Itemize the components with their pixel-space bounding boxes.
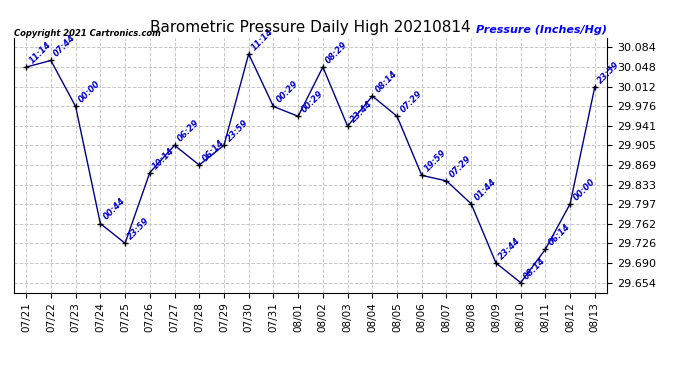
Text: 07:29: 07:29 (398, 89, 424, 115)
Text: 06:29: 06:29 (176, 118, 201, 144)
Text: 06:14: 06:14 (201, 138, 226, 164)
Title: Barometric Pressure Daily High 20210814: Barometric Pressure Daily High 20210814 (150, 20, 471, 35)
Text: Pressure (Inches/Hg): Pressure (Inches/Hg) (476, 25, 607, 35)
Text: 11:14: 11:14 (28, 40, 52, 65)
Text: 11:14: 11:14 (250, 27, 275, 52)
Text: 08:29: 08:29 (324, 40, 349, 65)
Text: Copyright 2021 Cartronics.com: Copyright 2021 Cartronics.com (14, 28, 161, 38)
Text: 01:44: 01:44 (473, 177, 497, 202)
Text: 23:59: 23:59 (225, 118, 250, 144)
Text: 00:29: 00:29 (299, 89, 325, 115)
Text: 00:29: 00:29 (275, 80, 300, 105)
Text: 23:44: 23:44 (497, 236, 522, 261)
Text: 10:14: 10:14 (151, 146, 177, 171)
Text: 23:44: 23:44 (349, 99, 374, 124)
Text: 08:14: 08:14 (522, 256, 547, 281)
Text: 07:44: 07:44 (52, 33, 77, 59)
Text: 00:00: 00:00 (77, 80, 102, 105)
Text: 08:14: 08:14 (373, 69, 399, 94)
Text: 19:59: 19:59 (423, 148, 448, 174)
Text: 00:00: 00:00 (571, 177, 597, 202)
Text: 07:29: 07:29 (448, 154, 473, 179)
Text: 23:59: 23:59 (126, 216, 152, 242)
Text: 06:14: 06:14 (546, 222, 572, 248)
Text: 00:44: 00:44 (101, 196, 127, 222)
Text: 23:59: 23:59 (596, 60, 622, 85)
